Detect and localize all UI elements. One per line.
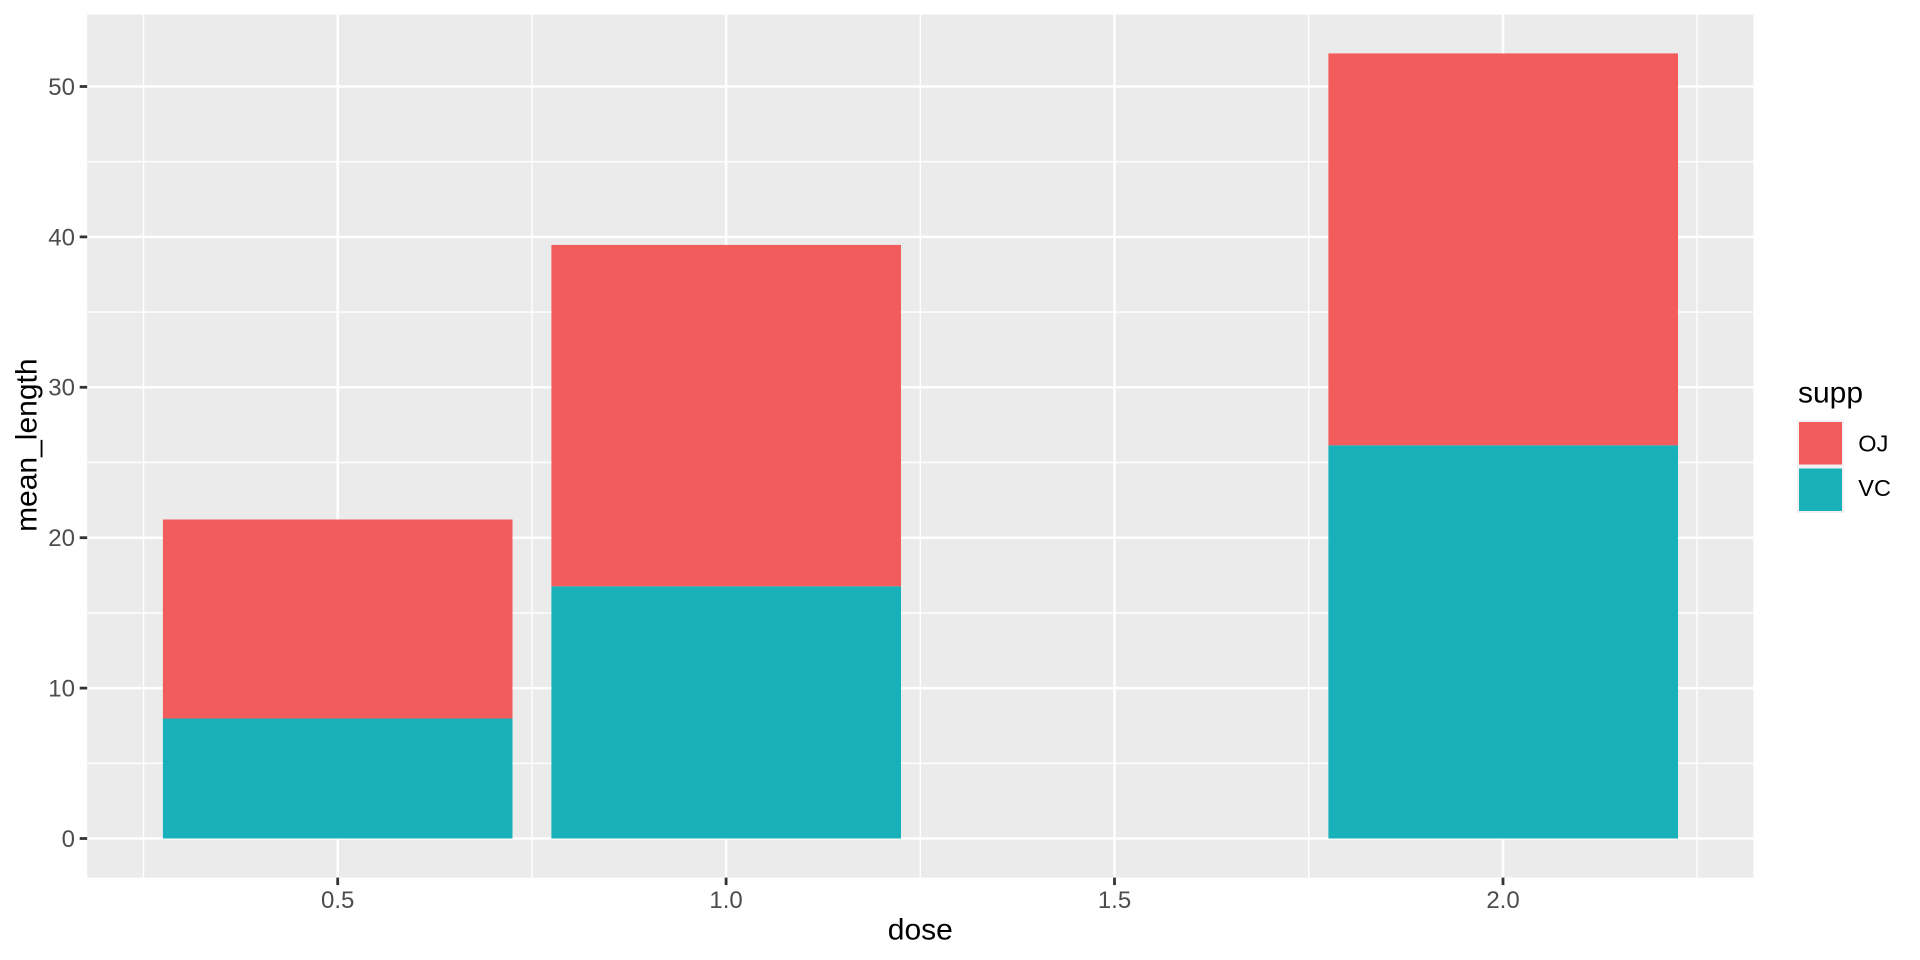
svg-text:VC: VC <box>1858 475 1891 501</box>
svg-text:2.0: 2.0 <box>1486 887 1519 914</box>
svg-text:1.5: 1.5 <box>1098 887 1131 914</box>
svg-text:50: 50 <box>48 74 75 101</box>
svg-text:dose: dose <box>888 914 953 947</box>
svg-text:1.0: 1.0 <box>709 887 742 914</box>
svg-text:OJ: OJ <box>1858 431 1888 457</box>
svg-text:30: 30 <box>48 375 75 402</box>
svg-text:10: 10 <box>48 676 75 703</box>
svg-text:40: 40 <box>48 224 75 251</box>
svg-text:mean_length: mean_length <box>11 358 44 531</box>
svg-text:supp: supp <box>1798 377 1863 410</box>
svg-text:20: 20 <box>48 525 75 552</box>
svg-text:0.5: 0.5 <box>321 887 354 914</box>
svg-text:0: 0 <box>62 826 75 853</box>
